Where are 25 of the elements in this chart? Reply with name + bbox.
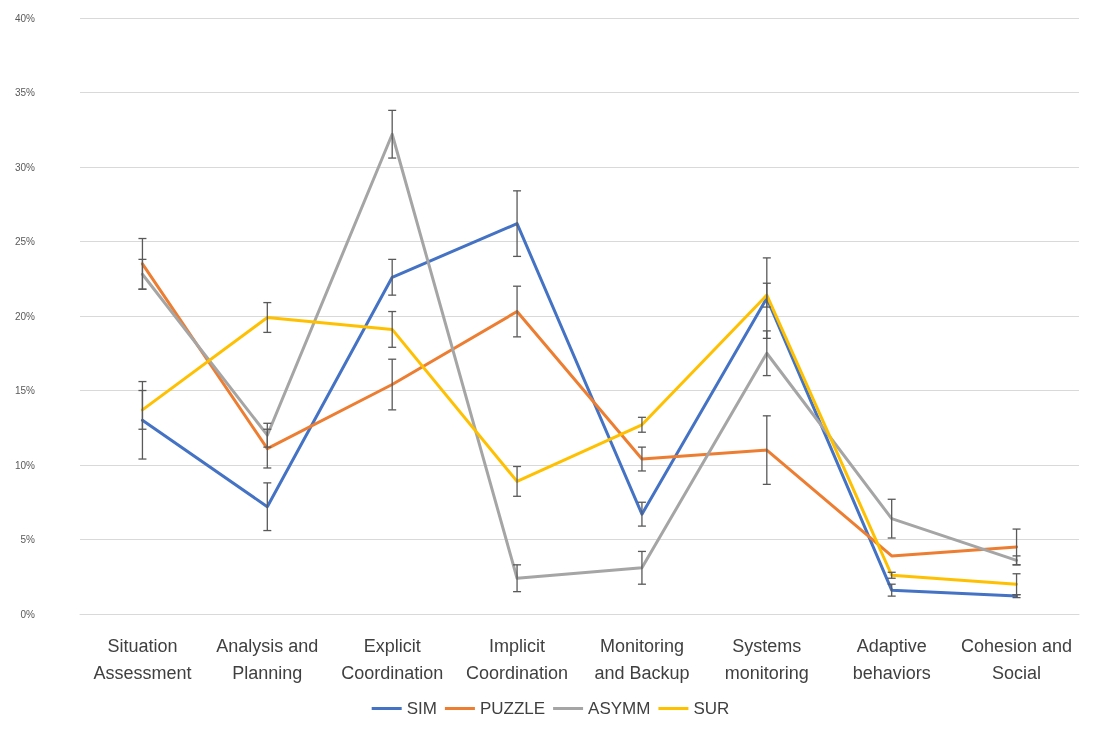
y-tick-label: 5% [20, 534, 36, 545]
y-tick-label: 10% [14, 459, 36, 471]
x-tick-label: Situation Assessment [93, 635, 192, 683]
line-series [140, 222, 1019, 598]
x-tick-label: Systems monitoring [724, 635, 809, 683]
legend-label: PUZZLE [479, 699, 546, 718]
y-tick-label: 20% [14, 310, 36, 322]
x-tick-label: Analysis and Planning [216, 635, 319, 683]
line-series [140, 132, 1019, 580]
x-tick-label: Implicit Coordination [466, 635, 569, 683]
legend-label: SIM [406, 699, 437, 718]
legend-label: ASYMM [588, 699, 651, 718]
x-tick-label: Cohesion and Social [961, 635, 1073, 683]
y-tick-label: 40% [14, 12, 36, 24]
y-tick-label: 0% [20, 608, 36, 620]
y-tick-label: 15% [14, 385, 36, 396]
x-tick-label: Explicit Coordination [341, 635, 444, 683]
line-series [140, 293, 1019, 586]
legend-label: SUR [693, 699, 730, 718]
x-tick-label: Adaptive behaviors [852, 635, 931, 683]
y-tick-label: 30% [14, 161, 36, 173]
y-tick-label: 35% [14, 87, 36, 98]
y-tick-label: 25% [14, 236, 36, 247]
x-tick-label: Monitoring and Backup [594, 635, 690, 683]
line-series [140, 262, 1019, 558]
